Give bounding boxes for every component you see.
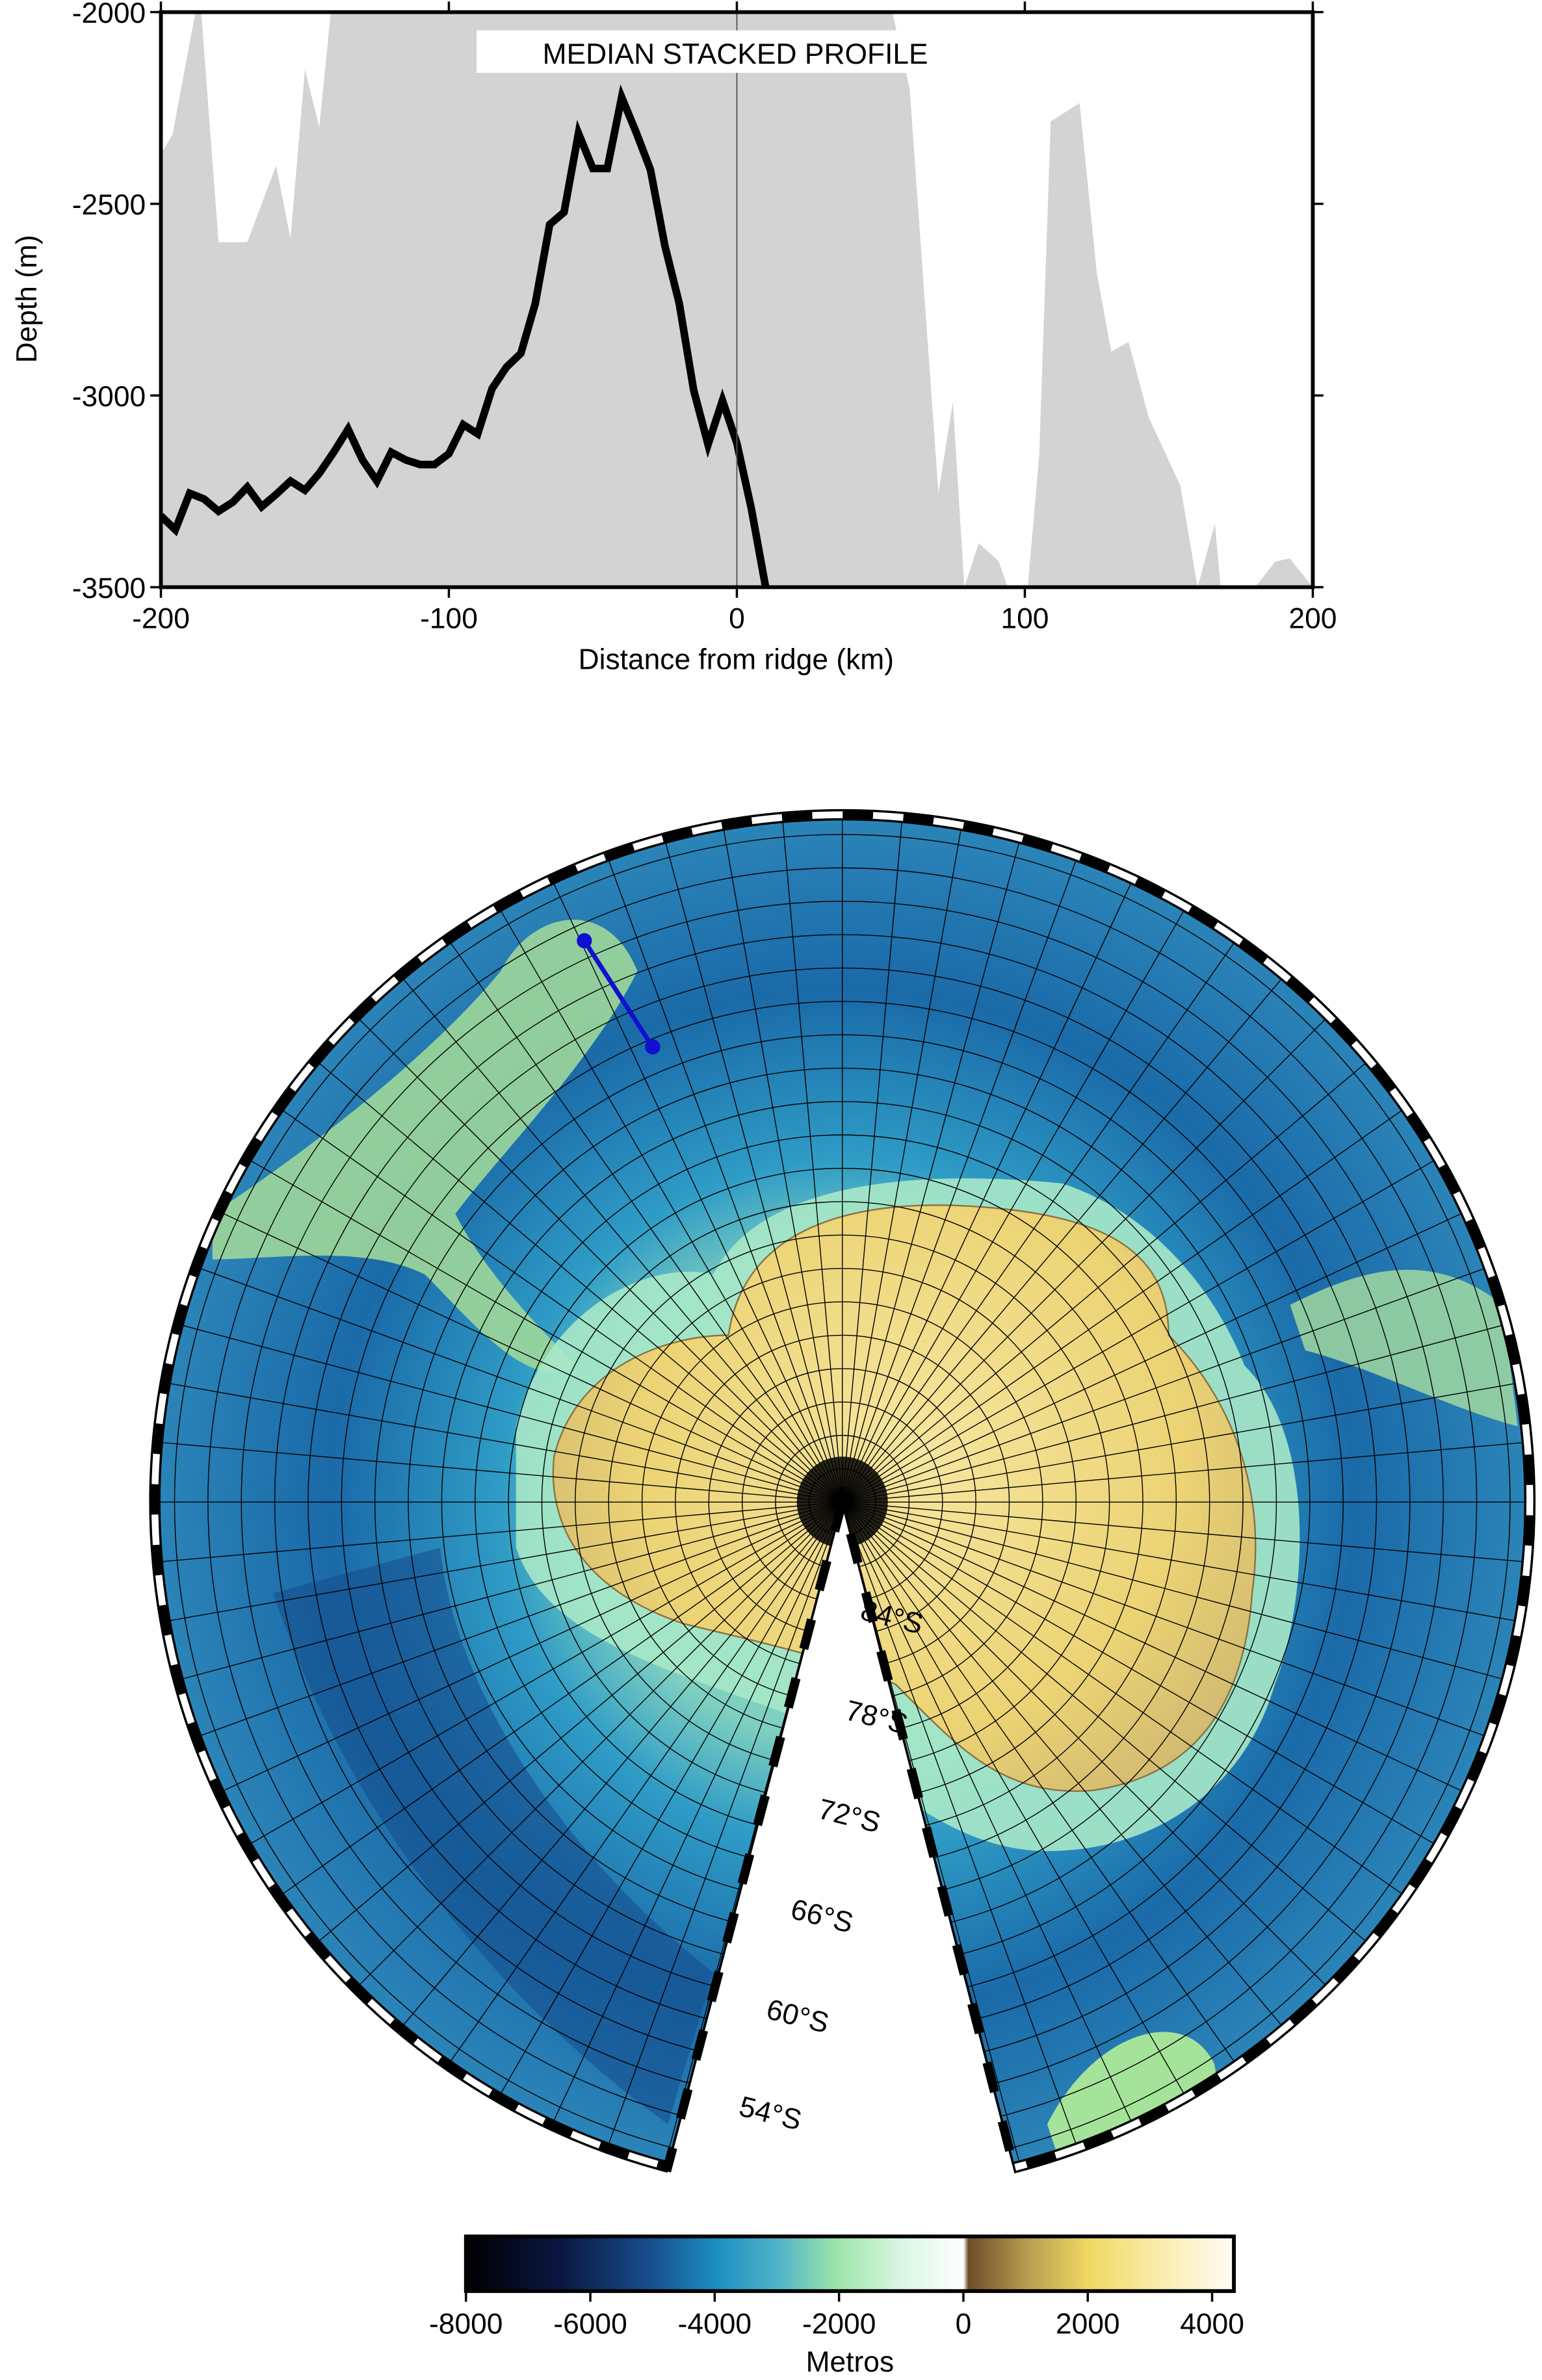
meridian [553, 883, 843, 1503]
meridian [842, 860, 1077, 1503]
colorbar: -8000 -6000 -4000 -2000 0 2000 4000 Metros [429, 2234, 1244, 2378]
track-start [577, 933, 592, 949]
south-america [212, 920, 638, 1373]
meridian [402, 978, 843, 1503]
africa [1290, 1269, 1518, 1427]
meridian [842, 911, 1184, 1503]
plot-area [161, 12, 1313, 588]
x-tick-label: 0 [729, 603, 745, 635]
meridian [842, 829, 961, 1503]
x-tick-label: -200 [132, 603, 190, 635]
meridian [842, 1325, 1502, 1503]
meridian [359, 1018, 843, 1503]
x-tick-label: -100 [420, 603, 478, 635]
meridian [842, 1442, 1523, 1503]
meridian [182, 1325, 843, 1503]
meridian [842, 1268, 1485, 1503]
meridian [282, 1110, 843, 1503]
x-axis-label: Distance from ridge (km) [579, 644, 894, 676]
colorbar-tick-label: 2000 [1056, 2309, 1120, 2340]
meridian [842, 883, 1132, 1503]
meridian [402, 1501, 843, 2026]
map-frame-checker [150, 810, 1535, 2173]
meridian [842, 1501, 1282, 2026]
meridian [842, 1018, 1326, 1503]
meridian [162, 1442, 843, 1503]
map: 84°S78°S72°S66°S60°S54°S [149, 808, 1535, 2174]
meridian [665, 842, 843, 1503]
meridian [250, 1501, 843, 1844]
meridian [842, 1501, 1326, 1985]
meridian [842, 1110, 1402, 1503]
meridian [450, 1501, 843, 2062]
chart-title: MEDIAN STACKED PROFILE [543, 38, 928, 70]
colorbar-fill [464, 2234, 1236, 2294]
meridian [842, 942, 1235, 1503]
colorbar-tick-label: 4000 [1180, 2309, 1244, 2340]
colorbar-tick-label: -8000 [429, 2309, 503, 2340]
meridian [842, 1501, 1523, 1562]
meridian [182, 1501, 843, 1679]
meridian [842, 1501, 1184, 2094]
meridian [842, 1501, 1235, 2062]
meridian [608, 860, 843, 1503]
meridian [842, 1501, 1132, 2121]
meridian [842, 1063, 1366, 1503]
colorbar-tick-label: 0 [956, 2309, 972, 2340]
y-tick-label: -3000 [72, 381, 146, 413]
meridian [223, 1501, 843, 1791]
meridian [162, 1501, 843, 1562]
meridian [282, 1501, 843, 1895]
meridian [842, 842, 1020, 1503]
y-tick-label: -3500 [72, 573, 146, 604]
x-tick-label: 200 [1288, 603, 1337, 635]
meridian [319, 1063, 843, 1503]
meridian [200, 1501, 843, 1737]
median-line [161, 84, 770, 588]
meridian [842, 1501, 1077, 2144]
meridian [359, 1501, 843, 1985]
colorbar-label: Metros [806, 2346, 895, 2378]
y-tick-label: -2500 [72, 189, 146, 221]
meridian [500, 1501, 843, 2094]
meridian [608, 1501, 843, 2144]
meridian [553, 1501, 843, 2121]
profile-plot: MEDIAN STACKED PROFILE -200 -100 0 100 200 -35… [11, 0, 1337, 676]
meridian [842, 1501, 1502, 1679]
colorbar-tick-label: -4000 [678, 2309, 751, 2340]
meridian [500, 911, 843, 1503]
meridian [200, 1268, 843, 1503]
meridian [170, 1383, 843, 1503]
meridian [842, 1160, 1434, 1503]
meridian [842, 1501, 1485, 1737]
meridian [319, 1501, 843, 1942]
track-end [645, 1039, 660, 1055]
meridian [842, 1501, 1515, 1622]
y-axis-label: Depth (m) [11, 235, 43, 363]
profile-track [582, 939, 655, 1048]
meridian [223, 1213, 843, 1503]
meridian [723, 829, 843, 1503]
colorbar-tick-label: -2000 [802, 2309, 876, 2340]
meridian [842, 1383, 1515, 1503]
colorbar-tick-label: -6000 [553, 2309, 627, 2340]
meridian [842, 1213, 1462, 1503]
meridian [250, 1160, 843, 1503]
antarctica [552, 1204, 1257, 1792]
title-box [477, 30, 995, 73]
meridian [842, 1501, 1402, 1895]
meridian [842, 1501, 1462, 1791]
meridian [450, 942, 843, 1503]
x-tick-label: 100 [1000, 603, 1049, 635]
meridian [842, 978, 1282, 1503]
meridian [842, 1501, 1366, 1942]
meridian [842, 1501, 1434, 1844]
meridian [170, 1501, 843, 1622]
meridian [782, 821, 843, 1503]
y-tick-label: -2000 [72, 0, 146, 29]
meridian [842, 821, 902, 1503]
